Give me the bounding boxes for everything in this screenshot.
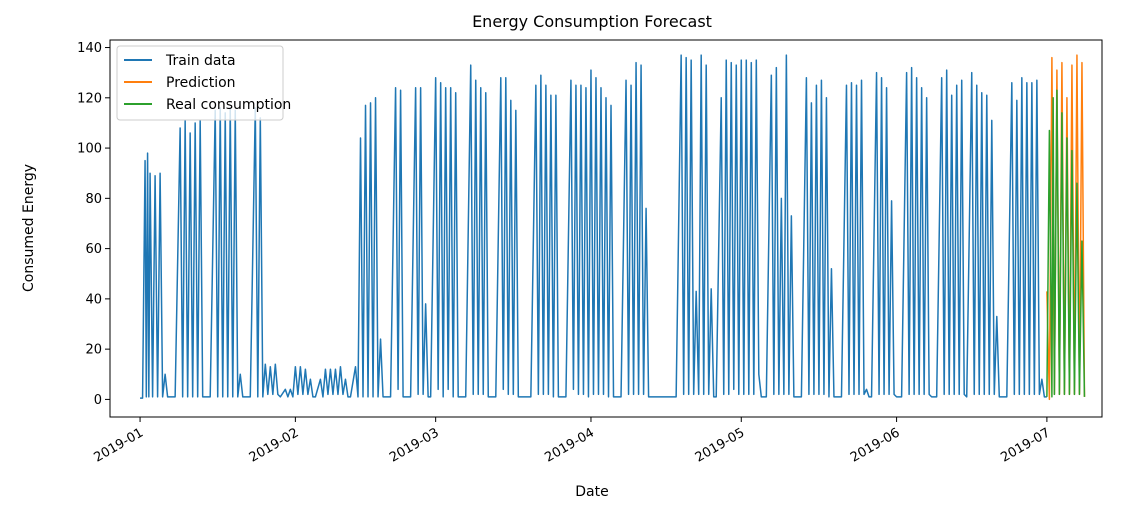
y-tick-label-0: 0 — [94, 393, 102, 408]
legend-box — [116, 45, 284, 121]
x-tick-label-6: 2019-07 — [998, 425, 1053, 465]
legend-label-1: Prediction — [166, 75, 236, 91]
plot-frame — [109, 39, 1103, 418]
y-tick-label-3: 60 — [85, 242, 102, 257]
y-tick-label-7: 140 — [77, 41, 102, 56]
series-layer — [140, 54, 1086, 401]
chart-title: Energy Consumption Forecast — [472, 12, 712, 31]
x-tick-label-4: 2019-05 — [693, 425, 748, 465]
x-tick-label-3: 2019-04 — [542, 425, 597, 465]
series-line-2 — [1046, 89, 1086, 398]
y-tick-label-4: 80 — [85, 192, 102, 207]
x-axis: 2019-01 2019-02 2019-03 2019-04 2019-05 2019-… — [92, 417, 1053, 466]
y-axis-label: Consumed Energy — [21, 164, 37, 292]
y-tick-label-2: 40 — [85, 292, 102, 307]
x-axis-label: Date — [575, 484, 608, 500]
series-line-0 — [140, 54, 1047, 399]
legend-label-0: Train data — [165, 53, 236, 69]
x-tick-label-2: 2019-03 — [387, 425, 442, 465]
y-tick-label-1: 20 — [85, 343, 102, 358]
x-tick-label-1: 2019-02 — [247, 425, 302, 465]
x-tick-label-5: 2019-06 — [848, 425, 903, 465]
legend: Train data Prediction Real consumption — [116, 45, 291, 121]
legend-label-2: Real consumption — [166, 97, 291, 113]
y-tick-label-6: 120 — [77, 91, 102, 106]
x-tick-label-0: 2019-01 — [92, 425, 147, 465]
y-axis: 0 20 40 60 80 100 120 140 — [77, 41, 110, 408]
y-tick-label-5: 100 — [77, 142, 102, 157]
